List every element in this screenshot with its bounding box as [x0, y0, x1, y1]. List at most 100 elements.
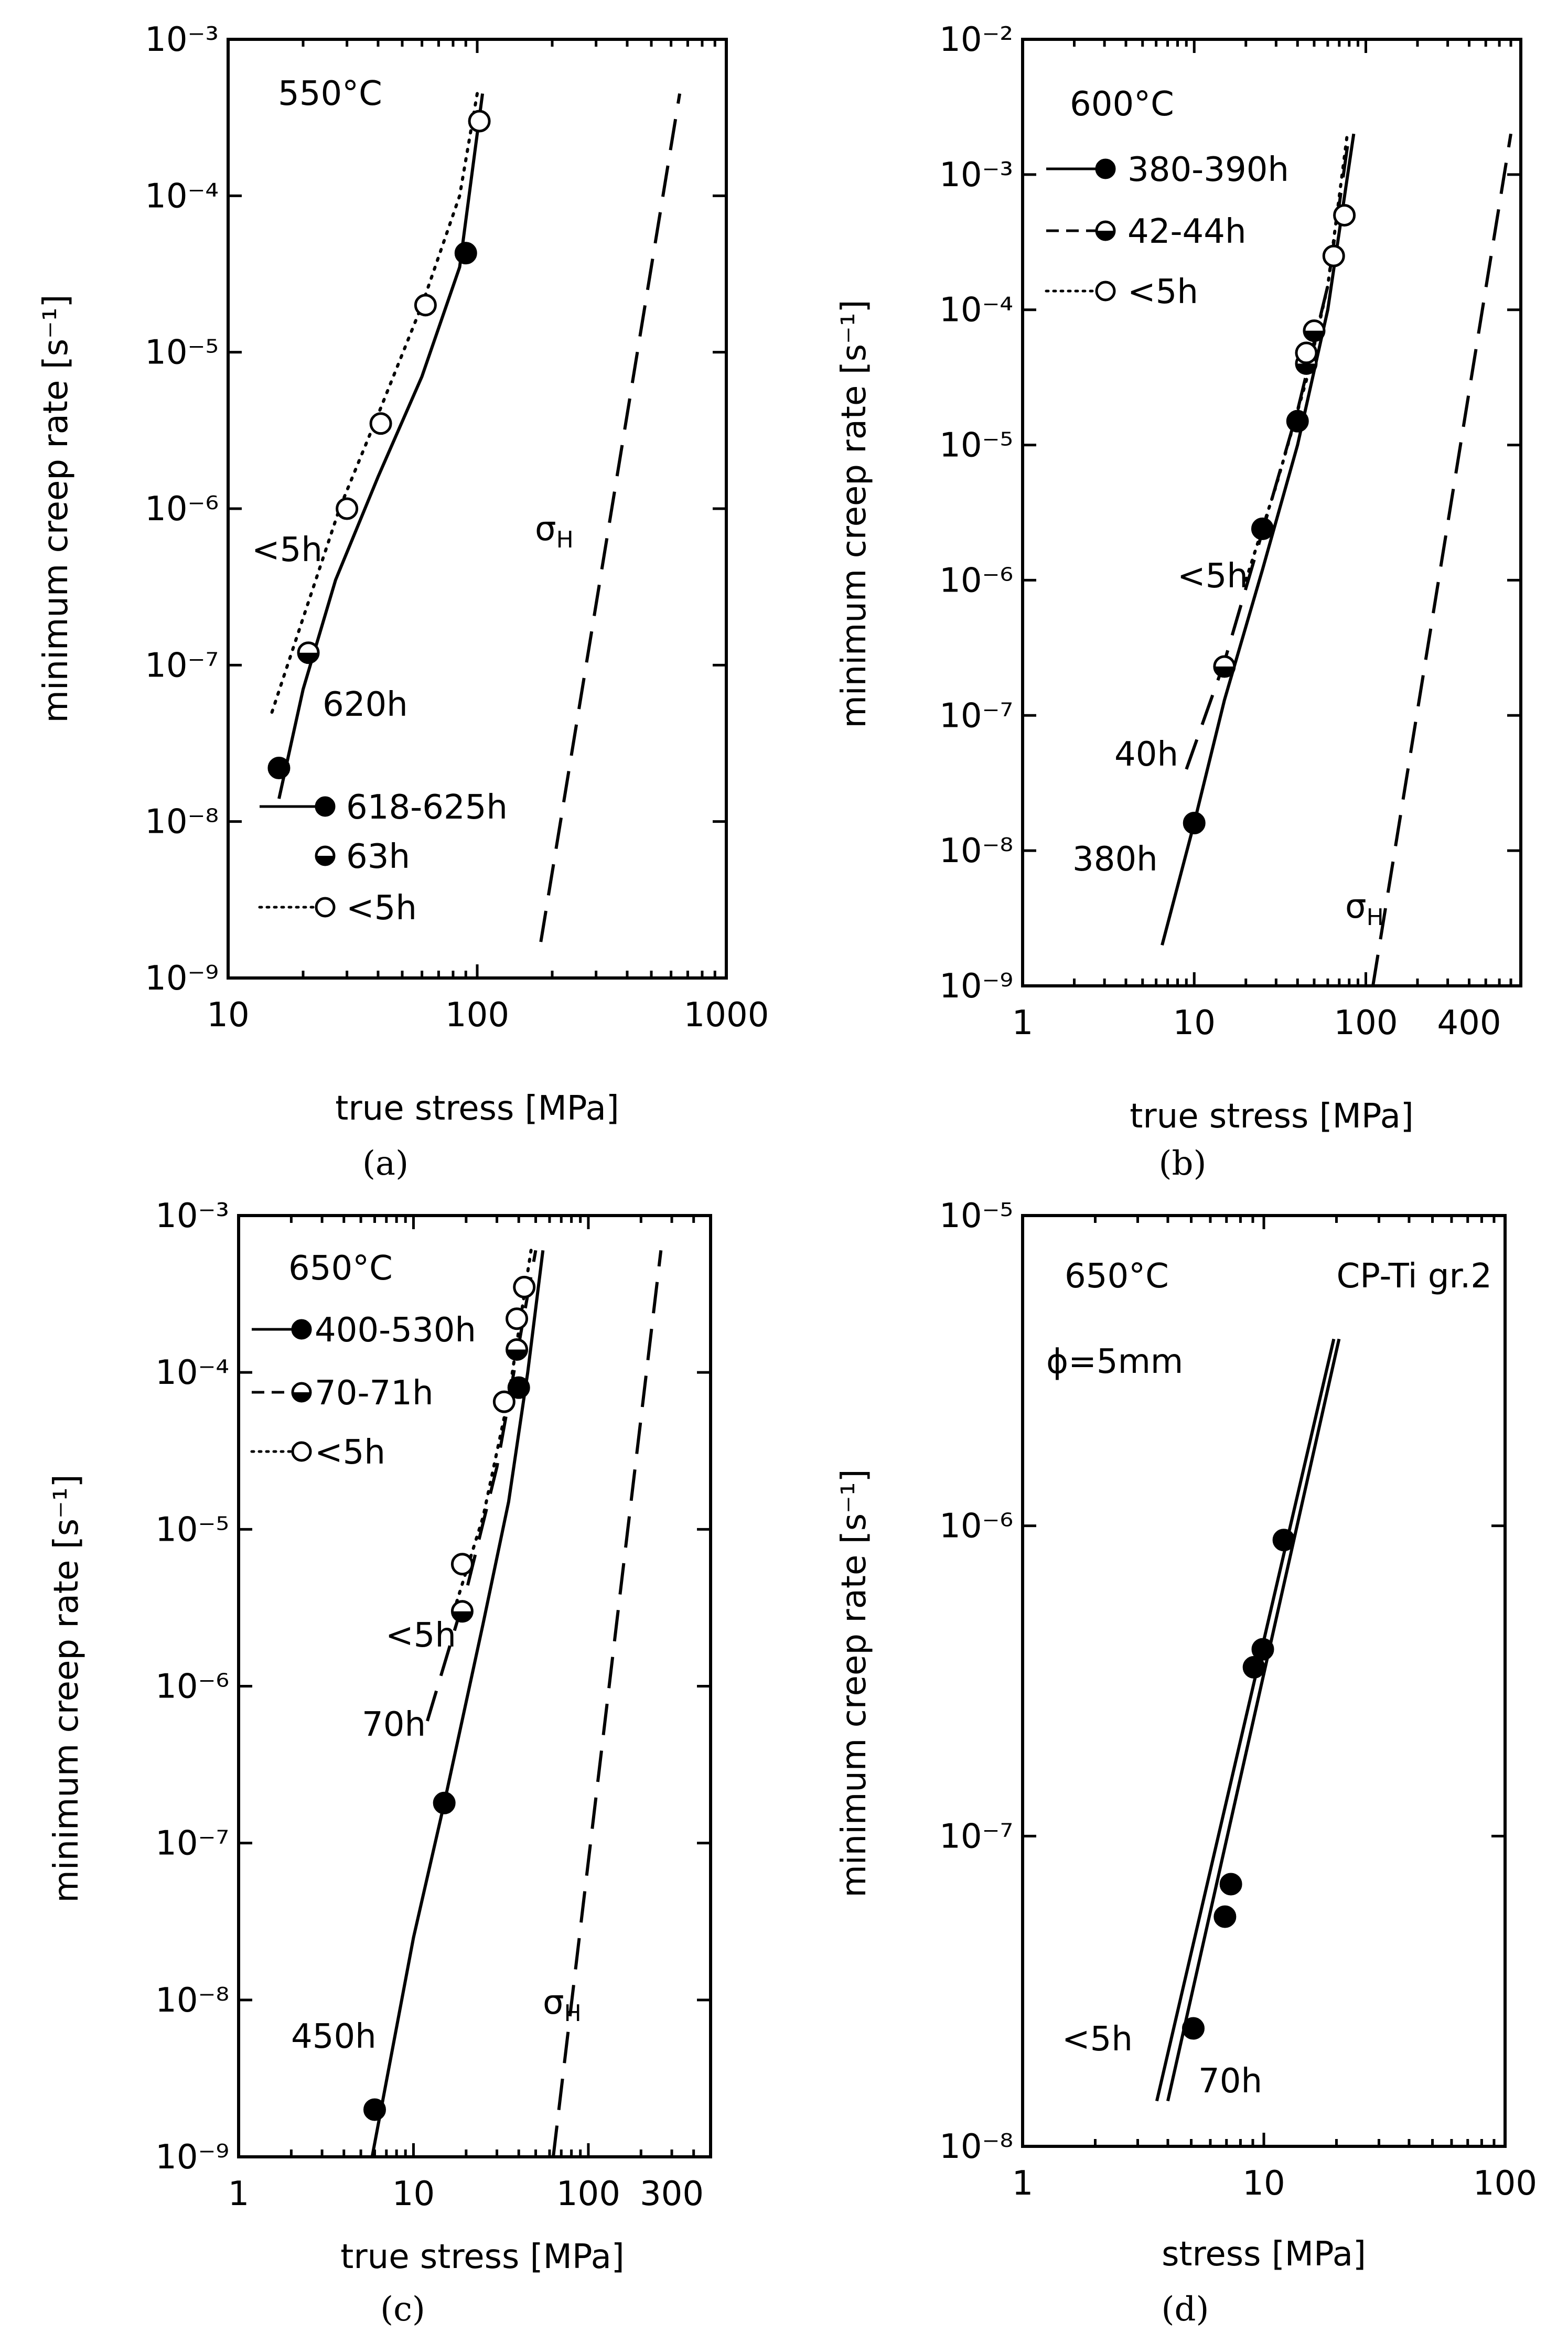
y-tick-label: 10⁻⁷: [939, 696, 1013, 735]
legend-marker-filled: [291, 1319, 312, 1340]
y-tick-label: 10⁻⁴: [155, 1353, 229, 1392]
legend-label: 63h: [346, 837, 410, 876]
x-axis-label: true stress [MPa]: [1130, 1097, 1414, 1136]
legend-marker-open: [315, 897, 336, 918]
plot-frame: [227, 38, 728, 980]
data-point-fill: [1296, 363, 1316, 374]
legend-label: <5h: [1127, 273, 1198, 311]
y-tick-label: 10⁻⁸: [939, 832, 1013, 870]
data-markers: [267, 110, 491, 780]
fit-lines: [270, 92, 682, 942]
annotation-solid: 450h: [291, 2017, 377, 2056]
legend: 380-390h 42-44h <5h: [1045, 151, 1289, 311]
plot-frame: [1021, 38, 1522, 987]
legend-label: 380-390h: [1127, 151, 1289, 189]
tick-labels: 10 100 1000 10⁻⁹ 10⁻⁸ 10⁻⁷ 10⁻⁶ 10⁻⁵ 10⁻⁴ 10⁻³: [145, 20, 769, 1035]
data-point: [1219, 1873, 1242, 1896]
data-point-fill: [1304, 330, 1324, 341]
axis-ticks: [1021, 1214, 1507, 2148]
legend-label: <5h: [315, 1433, 385, 1472]
x-axis-label: true stress [MPa]: [335, 1089, 619, 1128]
x-axis-label: stress [MPa]: [1162, 2235, 1366, 2274]
legend-marker-half-fill: [1097, 231, 1114, 240]
panel-b: 1 10 100 400 10⁻⁹ 10⁻⁸ 10⁻⁷ 10⁻⁶ 10⁻⁵ 10⁻⁴ 10⁻³ 10⁻…: [835, 20, 1522, 1183]
x-tick-label: 10: [1173, 1004, 1216, 1042]
data-point-fill: [1214, 667, 1234, 677]
data-point-fill: [507, 1349, 527, 1360]
data-point: [1295, 341, 1318, 364]
legend-label: 70-71h: [315, 1374, 434, 1413]
legend-marker-filled: [1095, 158, 1116, 179]
axis-ticks: [227, 38, 728, 980]
fit-line: [1166, 1338, 1341, 2102]
y-tick-label: 10⁻⁸: [939, 2127, 1013, 2166]
data-point: [336, 497, 359, 520]
data-point: [369, 412, 392, 435]
y-tick-label: 10⁻⁶: [939, 561, 1013, 600]
data-point: [492, 1390, 515, 1413]
x-tick-label: 400: [1437, 1004, 1501, 1042]
legend-marker-half-fill: [293, 1392, 310, 1401]
y-tick-label: 10⁻⁵: [939, 1197, 1013, 1235]
annotation-dashed: 40h: [1114, 735, 1178, 774]
data-point: [414, 294, 437, 317]
y-tick-label: 10⁻⁶: [145, 490, 219, 529]
data-point: [1333, 203, 1356, 227]
tick-labels: 1 10 100 400 10⁻⁹ 10⁻⁸ 10⁻⁷ 10⁻⁶ 10⁻⁵ 10⁻⁴ 10⁻³ 10⁻…: [939, 20, 1501, 1042]
fit-line: [426, 1250, 538, 1722]
fit-line: [1155, 1338, 1336, 2102]
y-tick-label: 10⁻⁵: [145, 334, 219, 372]
fit-line: [539, 93, 682, 942]
legend-marker-filled: [315, 796, 336, 817]
y-tick-label: 10⁻⁷: [939, 1817, 1013, 1856]
x-axis-label: true stress [MPa]: [340, 2238, 625, 2276]
data-point: [1242, 1656, 1265, 1679]
y-tick-label: 10⁻⁹: [145, 959, 219, 998]
panel-a: 10 100 1000 10⁻⁹ 10⁻⁸ 10⁻⁷ 10⁻⁶ 10⁻⁵ 10⁻⁴ 10⁻³ 55…: [37, 20, 769, 1183]
fit-line: [270, 92, 479, 714]
annotation-line1: <5h: [1062, 2020, 1133, 2059]
x-tick-label: 1: [1012, 1004, 1034, 1042]
fit-line: [1371, 133, 1512, 986]
data-point: [363, 2098, 386, 2121]
y-tick-label: 10⁻⁹: [155, 2138, 229, 2177]
y-tick-label: 10⁻⁷: [145, 646, 219, 685]
y-tick-label: 10⁻³: [939, 156, 1013, 195]
annotation-dotted: <5h: [252, 531, 323, 569]
fit-line: [277, 93, 485, 799]
y-tick-label: 10⁻²: [939, 20, 1013, 59]
y-tick-label: 10⁻⁴: [145, 177, 219, 216]
y-tick-label: 10⁻⁵: [939, 426, 1013, 465]
x-tick-label: 1000: [684, 996, 769, 1035]
data-point: [1182, 2017, 1205, 2040]
data-point: [1213, 1905, 1237, 1928]
plot-frame: [237, 1214, 712, 2158]
fit-line: [552, 1250, 663, 2157]
fit-lines: [1155, 1338, 1341, 2102]
tick-labels: 1 10 100 10⁻⁸ 10⁻⁷ 10⁻⁶ 10⁻⁵: [939, 1197, 1537, 2203]
data-point: [1322, 244, 1345, 267]
y-tick-label: 10⁻⁸: [145, 803, 219, 842]
y-tick-label: 10⁻³: [145, 20, 219, 59]
legend-marker-open: [1095, 281, 1116, 302]
x-tick-label: 1: [228, 2175, 250, 2213]
panel-caption: (c): [380, 2290, 425, 2329]
legend-marker-half-fill: [316, 856, 334, 865]
data-point: [507, 1376, 530, 1399]
legend-label: 42-44h: [1127, 212, 1247, 251]
data-point: [468, 110, 491, 133]
data-point: [450, 1553, 474, 1576]
data-markers: [363, 1275, 536, 2121]
x-tick-label: 100: [1334, 1004, 1398, 1042]
x-tick-label: 10: [392, 2175, 435, 2213]
y-tick-label: 10⁻³: [155, 1197, 229, 1235]
material-label: CP-Ti gr.2: [1337, 1257, 1492, 1296]
annotation-line2: 70h: [1198, 2062, 1262, 2101]
panel-caption: (d): [1162, 2290, 1209, 2329]
y-axis-label: minimum creep rate [s⁻¹]: [835, 300, 874, 728]
panel-title: 650°C: [1065, 1257, 1169, 1296]
legend-marker-open: [291, 1441, 312, 1462]
data-point: [454, 242, 477, 265]
axis-ticks: [1021, 38, 1522, 987]
